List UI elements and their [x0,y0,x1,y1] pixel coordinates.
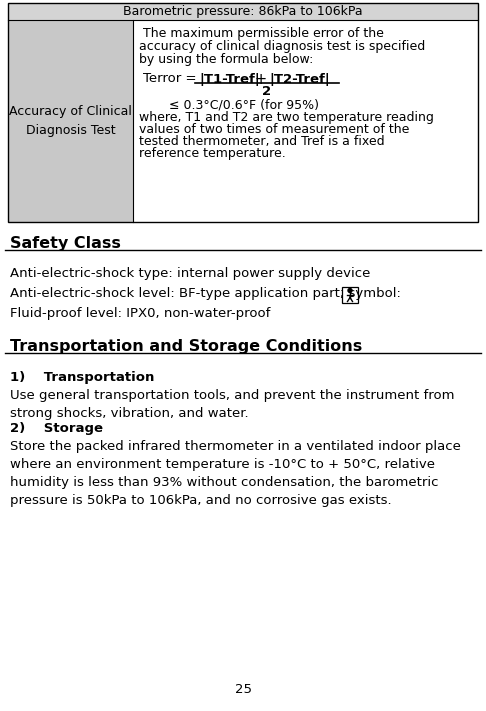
Text: 2)    Storage: 2) Storage [10,422,103,435]
Text: tested thermometer, and Tref is a fixed: tested thermometer, and Tref is a fixed [139,135,384,148]
Text: Safety Class: Safety Class [10,236,121,251]
Text: +: + [255,72,267,87]
Text: 2: 2 [262,85,272,98]
Text: humidity is less than 93% without condensation, the barometric: humidity is less than 93% without conden… [10,476,438,489]
Text: Store the packed infrared thermometer in a ventilated indoor place: Store the packed infrared thermometer in… [10,440,461,453]
Circle shape [348,289,352,292]
Text: where, T1 and T2 are two temperature reading: where, T1 and T2 are two temperature rea… [139,111,434,124]
Bar [8,3,478,222]
Text: Barometric pressure: 86kPa to 106kPa: Barometric pressure: 86kPa to 106kPa [123,5,363,18]
Text: |T1-Tref|: |T1-Tref| [199,73,260,86]
Text: Anti-electric-shock level: BF-type application part; symbol:: Anti-electric-shock level: BF-type appli… [10,287,405,301]
Text: Accuracy of Clinical
Diagnosis Test: Accuracy of Clinical Diagnosis Test [9,105,132,137]
Text: Fluid-proof level: IPX0, non-water-proof: Fluid-proof level: IPX0, non-water-proof [10,307,270,321]
Text: 25: 25 [235,683,251,696]
Text: accuracy of clinical diagnosis test is specified: accuracy of clinical diagnosis test is s… [139,40,425,53]
Text: The maximum permissible error of the: The maximum permissible error of the [139,27,384,40]
Bar [8,20,133,222]
Text: by using the formula below:: by using the formula below: [139,53,313,66]
Text: Anti-electric-shock type: internal power supply device: Anti-electric-shock type: internal power… [10,267,370,281]
Text: Transportation and Storage Conditions: Transportation and Storage Conditions [10,339,362,355]
Bar [8,3,478,20]
Text: pressure is 50kPa to 106kPa, and no corrosive gas exists.: pressure is 50kPa to 106kPa, and no corr… [10,494,392,507]
Text: Terror =: Terror = [143,72,196,85]
Text: Use general transportation tools, and prevent the instrument from: Use general transportation tools, and pr… [10,389,454,402]
Text: 1)    Transportation: 1) Transportation [10,371,155,384]
Text: values of two times of measurement of the: values of two times of measurement of th… [139,123,409,136]
Text: ≤ 0.3°C/0.6°F (for 95%): ≤ 0.3°C/0.6°F (for 95%) [169,98,319,111]
Text: |T2-Tref|: |T2-Tref| [269,73,330,86]
Text: reference temperature.: reference temperature. [139,147,286,160]
Text: where an environment temperature is -10°C to + 50°C, relative: where an environment temperature is -10°… [10,458,435,471]
Bar [342,287,358,302]
Text: strong shocks, vibration, and water.: strong shocks, vibration, and water. [10,407,249,420]
